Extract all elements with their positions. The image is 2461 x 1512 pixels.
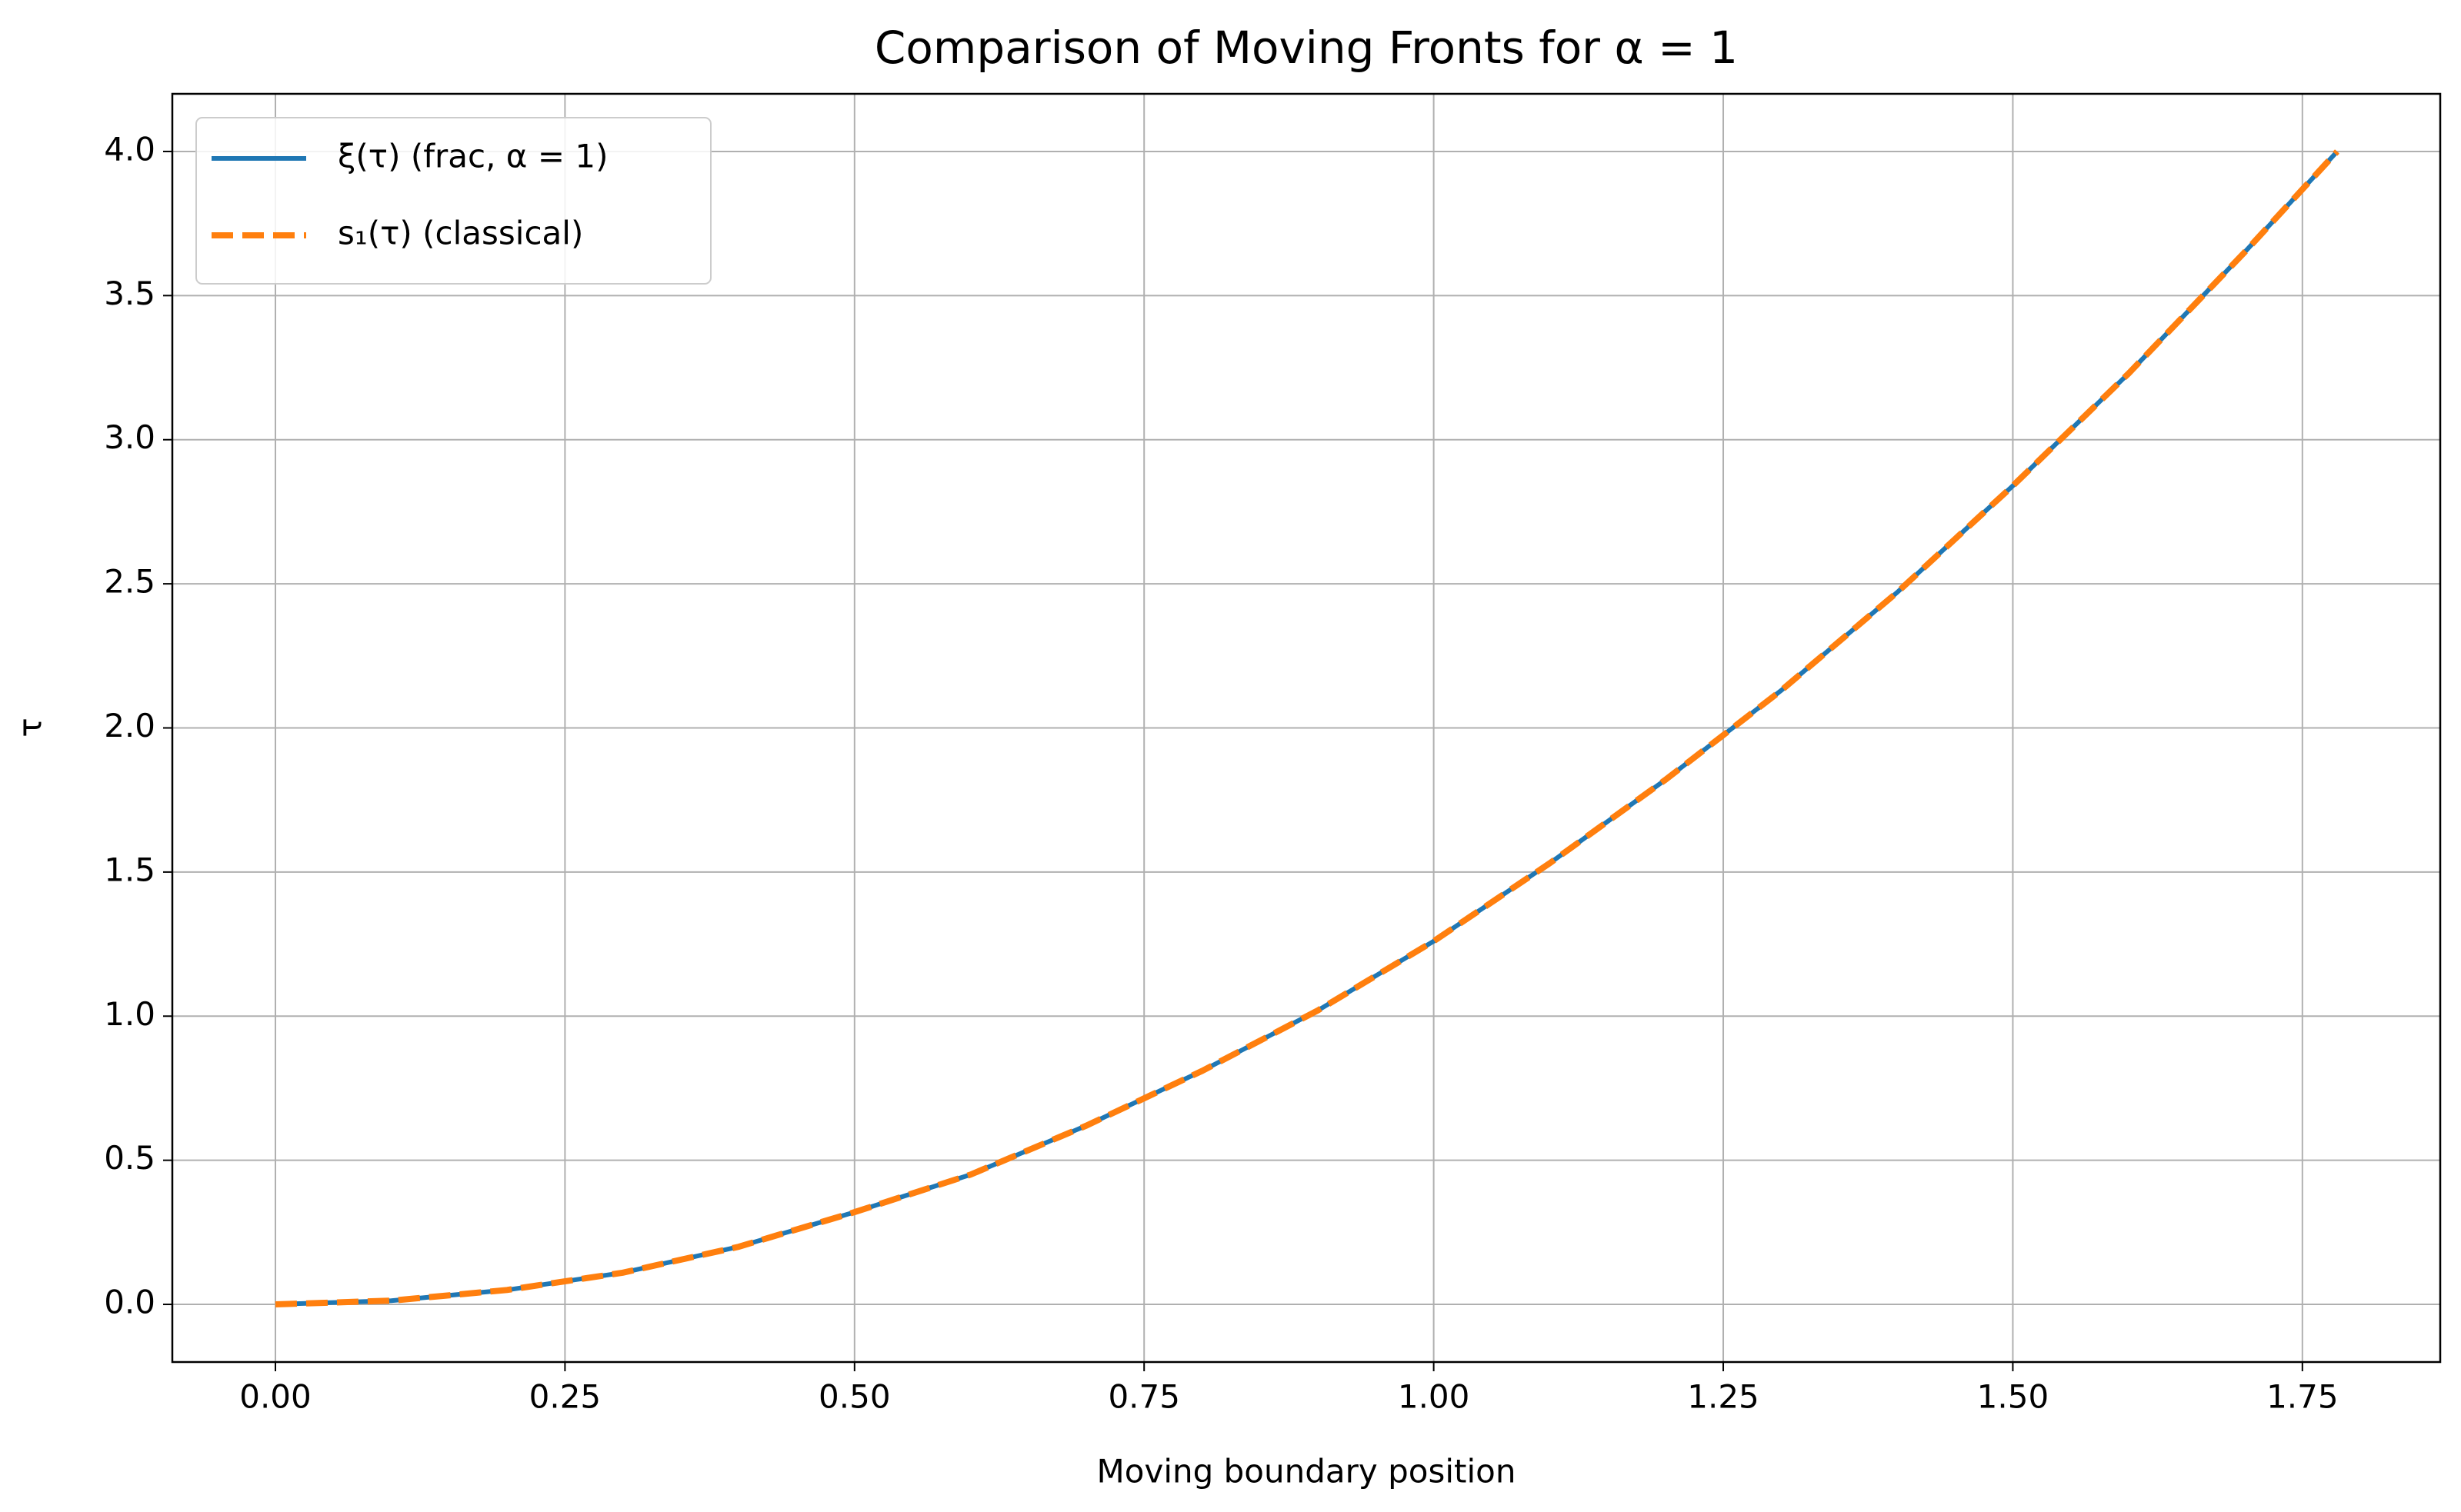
y-tick-label: 3.0 — [104, 418, 155, 456]
x-tick-label: 1.00 — [1398, 1378, 1470, 1416]
series-line — [275, 149, 2339, 1307]
plot-frame — [171, 92, 2442, 1364]
y-tick-label: 2.0 — [104, 707, 155, 744]
y-tick-label: 4.0 — [104, 130, 155, 168]
y-tick-label: 1.5 — [104, 851, 155, 888]
legend-label: ξ(τ) (frac, α = 1) — [338, 138, 608, 175]
legend: ξ(τ) (frac, α = 1) s₁(τ) (classical) — [195, 117, 712, 285]
x-tick-label: 1.25 — [1687, 1378, 1759, 1416]
y-tick-label: 0.5 — [104, 1139, 155, 1177]
y-axis-label: τ — [12, 718, 49, 737]
x-tick-label: 0.25 — [529, 1378, 602, 1416]
x-tick-label: 0.75 — [1108, 1378, 1180, 1416]
x-tick-label: 1.75 — [2266, 1378, 2339, 1416]
y-tick-label: 3.5 — [104, 275, 155, 312]
x-tick-label: 0.00 — [239, 1378, 312, 1416]
x-tick-label: 0.50 — [819, 1378, 891, 1416]
y-tick-label: 0.0 — [104, 1284, 155, 1321]
legend-label: s₁(τ) (classical) — [338, 215, 583, 252]
y-tick-label: 1.0 — [104, 995, 155, 1033]
y-tick-label: 2.5 — [104, 563, 155, 601]
x-axis-label: Moving boundary position — [1097, 1453, 1516, 1490]
chart-title: Comparison of Moving Fronts for α = 1 — [875, 22, 1738, 74]
x-tick-label: 1.50 — [1977, 1378, 2049, 1416]
legend-box — [195, 117, 712, 285]
